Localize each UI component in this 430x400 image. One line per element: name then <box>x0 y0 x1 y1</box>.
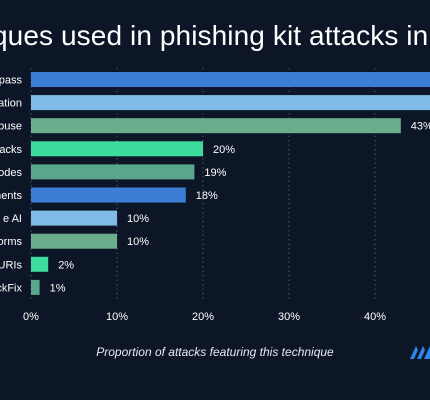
value-label: 10% <box>127 213 149 225</box>
x-tick-labels: 0% 10% 20% 30% 40% <box>23 311 386 323</box>
value-label: 18% <box>196 190 218 202</box>
bar <box>31 233 117 249</box>
bar <box>31 95 430 111</box>
value-label: 2% <box>58 259 74 271</box>
x-tick-label: 10% <box>106 311 128 323</box>
category-label: odes <box>0 167 22 179</box>
x-tick-label: 20% <box>192 311 214 323</box>
x-tick-label: 30% <box>278 311 300 323</box>
category-label: buse <box>0 121 22 133</box>
category-label: ments <box>0 190 22 202</box>
category-labels: pass ation buse acks odes ments e AI orms URIs ck… <box>0 75 22 295</box>
bar <box>31 141 203 157</box>
bar <box>31 72 430 87</box>
x-tick-label: 40% <box>364 311 386 323</box>
category-label: ckFix <box>0 282 22 294</box>
category-label: pass <box>0 75 22 87</box>
category-label: orms <box>0 236 22 248</box>
bar <box>31 256 49 272</box>
chart-title: ques used in phishing kit attacks in <box>0 20 429 51</box>
category-label: acks <box>0 144 22 156</box>
category-label: URIs <box>0 259 22 271</box>
value-label: 20% <box>213 144 235 156</box>
bar <box>31 187 186 203</box>
bars <box>31 72 430 295</box>
bar <box>31 210 117 226</box>
x-axis-label: Proportion of attacks featuring this tec… <box>96 345 334 359</box>
bar <box>31 164 195 180</box>
bar <box>31 118 401 134</box>
value-label: 19% <box>204 167 226 179</box>
value-label: 1% <box>50 282 66 294</box>
value-labels: 43% 20% 19% 18% 10% 10% 2% 1% <box>50 121 430 295</box>
value-label: 10% <box>127 236 149 248</box>
category-label: ation <box>0 98 22 110</box>
x-tick-label: 0% <box>23 311 39 323</box>
brand-logo-icon <box>410 346 430 359</box>
value-label: 43% <box>411 121 430 133</box>
category-label: e AI <box>3 213 22 225</box>
bar <box>31 279 40 295</box>
